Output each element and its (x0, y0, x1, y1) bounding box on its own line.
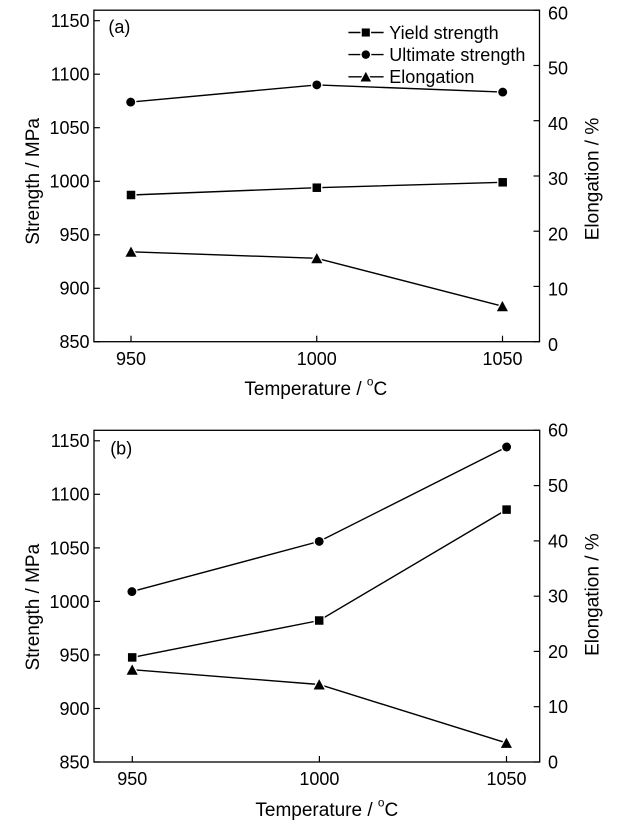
svg-text:0: 0 (548, 752, 558, 772)
svg-text:Strength / MPa: Strength / MPa (23, 543, 44, 670)
svg-text:50: 50 (548, 476, 568, 496)
svg-text:Strength / MPa: Strength / MPa (23, 118, 44, 245)
svg-text:10: 10 (548, 280, 568, 300)
svg-text:40: 40 (548, 531, 568, 551)
svg-text:40: 40 (548, 114, 568, 134)
svg-text:1100: 1100 (51, 485, 90, 505)
svg-text:1000: 1000 (299, 769, 339, 789)
svg-text:30: 30 (548, 169, 568, 189)
svg-text:Elongation / %: Elongation / % (582, 118, 603, 241)
svg-text:50: 50 (548, 59, 568, 79)
svg-text:950: 950 (59, 645, 89, 665)
svg-text:1150: 1150 (51, 11, 90, 31)
svg-text:Yield strength: Yield strength (389, 23, 498, 43)
svg-text:20: 20 (548, 642, 568, 662)
svg-text:950: 950 (59, 225, 89, 245)
svg-text:1150: 1150 (51, 431, 90, 451)
svg-text:Elongation / %: Elongation / % (582, 533, 603, 656)
svg-text:1050: 1050 (49, 118, 89, 138)
svg-text:Temperature / oC: Temperature / oC (244, 375, 387, 400)
svg-text:60: 60 (548, 3, 568, 23)
svg-text:950: 950 (116, 349, 146, 369)
svg-text:(b): (b) (110, 439, 132, 459)
svg-text:1000: 1000 (297, 349, 337, 369)
svg-text:Temperature / oC: Temperature / oC (255, 796, 398, 821)
svg-text:900: 900 (59, 279, 89, 299)
svg-text:1000: 1000 (49, 172, 89, 192)
svg-text:60: 60 (548, 421, 568, 441)
svg-text:1050: 1050 (486, 769, 526, 789)
svg-text:10: 10 (548, 697, 568, 717)
svg-text:0: 0 (548, 335, 558, 355)
svg-text:900: 900 (59, 699, 89, 719)
svg-text:850: 850 (59, 332, 89, 352)
svg-text:1100: 1100 (51, 65, 90, 85)
svg-text:30: 30 (548, 587, 568, 607)
svg-text:850: 850 (59, 752, 89, 772)
svg-text:(a): (a) (108, 17, 130, 37)
svg-text:Elongation: Elongation (389, 67, 474, 87)
svg-text:1050: 1050 (49, 538, 89, 558)
svg-text:950: 950 (117, 769, 147, 789)
svg-text:20: 20 (548, 224, 568, 244)
svg-text:1050: 1050 (482, 349, 522, 369)
svg-text:1000: 1000 (49, 592, 89, 612)
svg-text:Ultimate strength: Ultimate strength (389, 45, 525, 65)
